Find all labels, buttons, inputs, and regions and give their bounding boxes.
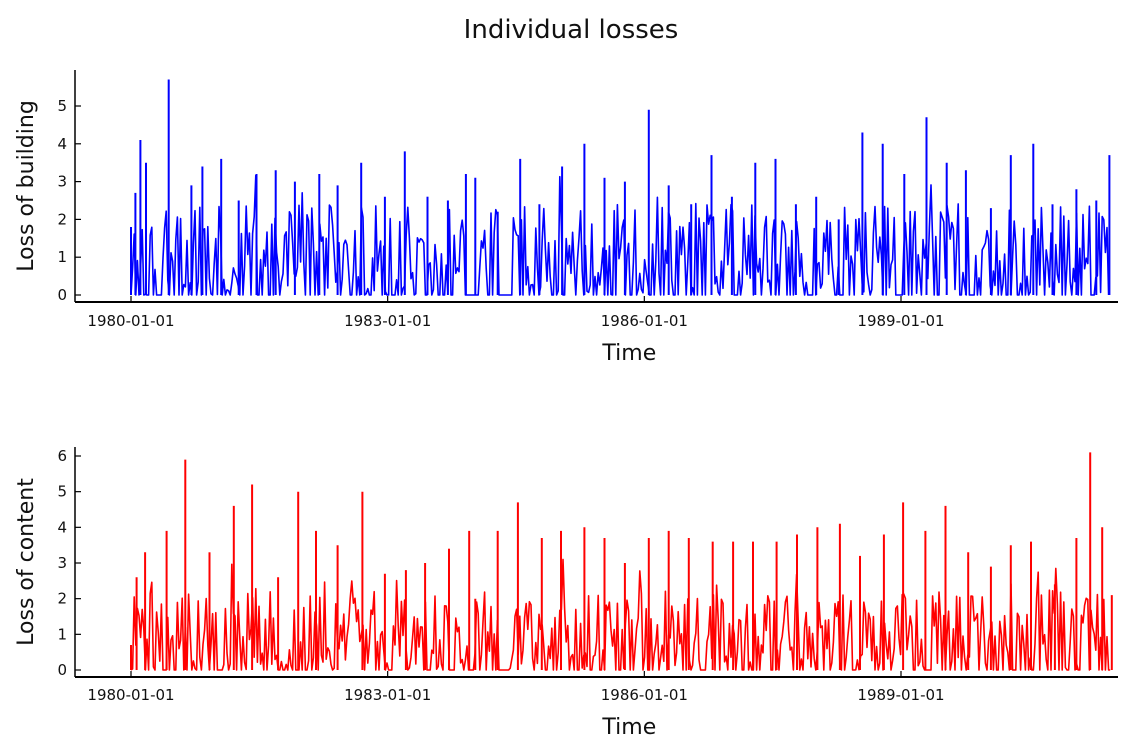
x-tick-label: 1983-01-01 [344, 686, 431, 704]
y-tick-label: 3 [57, 554, 67, 572]
x-tick-label: 1989-01-01 [857, 312, 944, 330]
x-tick-label: 1989-01-01 [857, 686, 944, 704]
x-tick-label: 1980-01-01 [87, 686, 174, 704]
building-loss-panel: 0 1 2 3 4 5 1980-01-01 1983-01-01 1986-01-01 1989… [14, 70, 1118, 366]
y-axis-label: Loss of building [14, 100, 39, 272]
x-tick-label: 1986-01-01 [601, 686, 688, 704]
y-tick-label: 2 [57, 210, 67, 228]
x-tick-label: 1980-01-01 [87, 312, 174, 330]
figure-title: Individual losses [464, 15, 679, 45]
x-axis-label: Time [601, 715, 656, 740]
y-tick-label: 5 [57, 97, 67, 115]
x-tick-label: 1983-01-01 [344, 312, 431, 330]
y-tick-label: 0 [57, 661, 67, 679]
y-tick-label: 5 [57, 483, 67, 501]
y-tick-label: 4 [57, 135, 67, 153]
y-tick-label: 3 [57, 173, 67, 191]
y-axis-label: Loss of content [14, 478, 39, 646]
x-tick-label: 1986-01-01 [601, 312, 688, 330]
y-tick-label: 4 [57, 518, 67, 536]
y-tick-label: 2 [57, 590, 67, 608]
y-tick-label: 1 [57, 248, 67, 266]
y-tick-label: 0 [57, 286, 67, 304]
series-texture [130, 174, 1110, 296]
y-tick-label: 1 [57, 625, 67, 643]
y-tick-label: 6 [57, 447, 67, 465]
x-axis-label: Time [601, 341, 656, 366]
content-loss-panel: 0 1 2 3 4 5 6 1980-01-01 1983-01-01 1986-01-01 198… [14, 447, 1118, 740]
series-texture [130, 558, 1111, 671]
